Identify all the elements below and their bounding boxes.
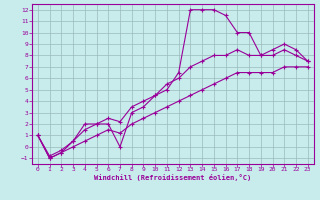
X-axis label: Windchill (Refroidissement éolien,°C): Windchill (Refroidissement éolien,°C) bbox=[94, 174, 252, 181]
